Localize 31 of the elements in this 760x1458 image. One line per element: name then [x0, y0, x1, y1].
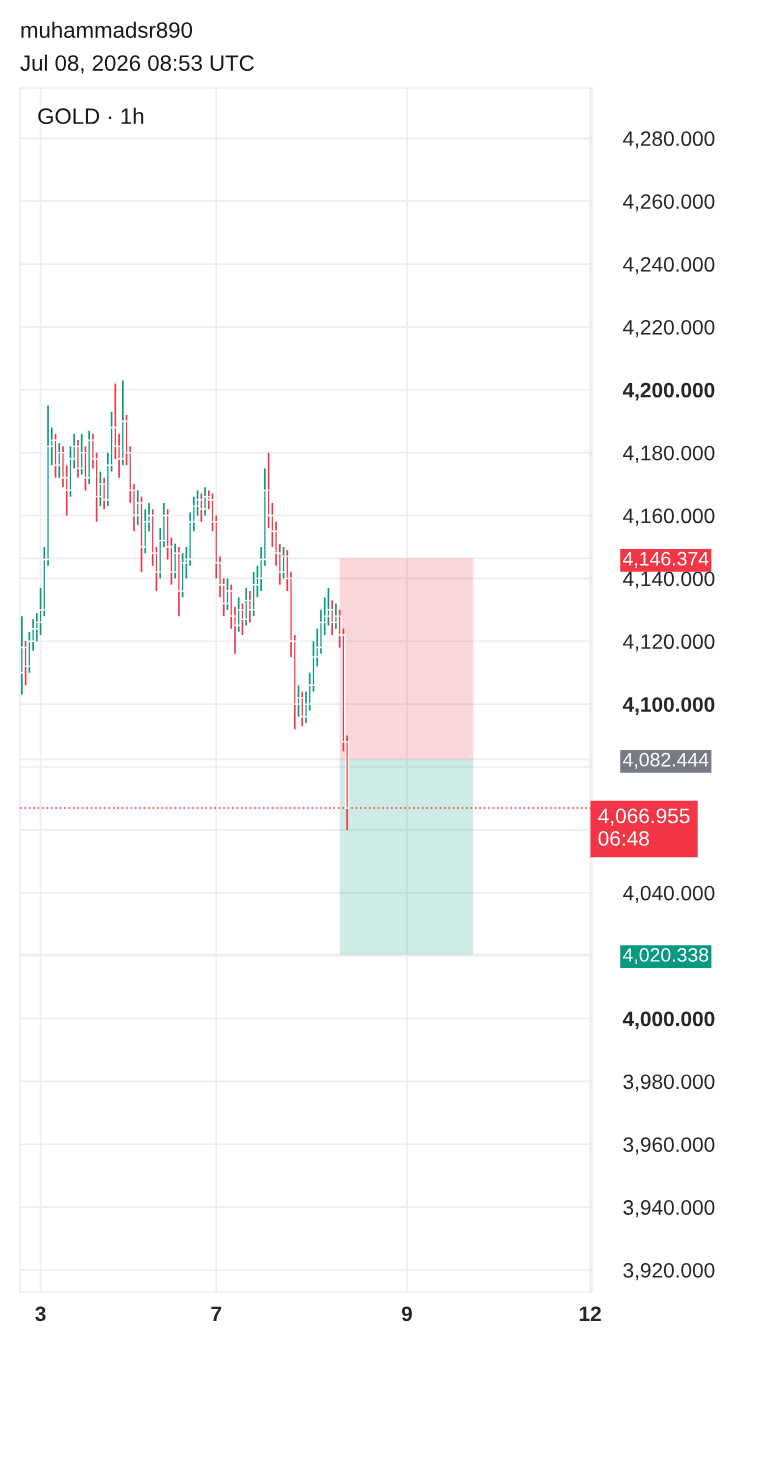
y-tick-label: 4,220.000: [623, 319, 715, 338]
y-tick-label: 3,940.000: [623, 1200, 715, 1218]
text: Jul 08, 2026 08:53 UTC: [20, 54, 254, 74]
y-tick-label: 4,146.374: [623, 551, 709, 568]
y-tick-label: 4,140.000: [623, 571, 715, 589]
y-tick-label: 4,200.000: [622, 382, 715, 401]
y-tick-label: 4,160.000: [623, 508, 715, 526]
candlestick: [75, 439, 80, 479]
x-tick-label: 3: [35, 1306, 46, 1322]
y-tick-label: 4,020.338: [623, 948, 709, 965]
y-tick-label: 4,240.000: [623, 257, 715, 275]
y-tick-label: 4,000.000: [622, 1011, 715, 1030]
text: muhammadsr890: [21, 21, 193, 38]
y-tick-label: 4,082.444: [623, 752, 709, 769]
candlestick: [240, 602, 245, 636]
y-tick-label: 4,040.000: [623, 885, 715, 903]
y-tick-label: 4,260.000: [623, 194, 715, 212]
y-tick-label: 4,120.000: [623, 634, 715, 652]
ref-line-label: 4,066.955 06:48: [598, 808, 690, 846]
candlestick: [199, 492, 204, 523]
y-tick-label: 4,280.000: [623, 131, 715, 149]
x-tick-label: 7: [211, 1306, 222, 1321]
text: GOLD · 1h: [38, 107, 144, 125]
x-tick-label: 9: [401, 1306, 412, 1322]
y-tick-label: 3,960.000: [623, 1137, 715, 1155]
y-tick-label: 3,920.000: [623, 1263, 715, 1281]
x-tick-label: 12: [579, 1306, 601, 1321]
y-tick-label: 3,980.000: [623, 1074, 715, 1092]
y-tick-label: 4,100.000: [622, 697, 715, 715]
y-tick-label: 4,180.000: [623, 445, 715, 463]
candlestick: [57, 442, 62, 479]
